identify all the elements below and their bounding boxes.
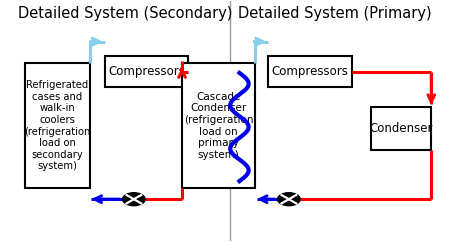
Text: Cascade
Condenser
(refrigeration
load on
primary
system): Cascade Condenser (refrigeration load on… <box>184 92 253 160</box>
Circle shape <box>278 193 300 206</box>
Bar <box>370 106 431 150</box>
Text: Compressors: Compressors <box>271 65 348 78</box>
Bar <box>268 56 352 87</box>
Text: Condenser: Condenser <box>369 122 433 135</box>
Text: Compressors: Compressors <box>108 65 185 78</box>
Bar <box>182 63 255 188</box>
Bar <box>104 56 189 87</box>
Text: Detailed System (Primary): Detailed System (Primary) <box>238 6 432 21</box>
Bar <box>25 63 90 188</box>
Text: Refrigerated
cases and
walk-in
coolers
(refrigeration
load on
secondary
system): Refrigerated cases and walk-in coolers (… <box>24 80 90 171</box>
Circle shape <box>122 193 145 206</box>
Text: Detailed System (Secondary): Detailed System (Secondary) <box>18 6 233 21</box>
